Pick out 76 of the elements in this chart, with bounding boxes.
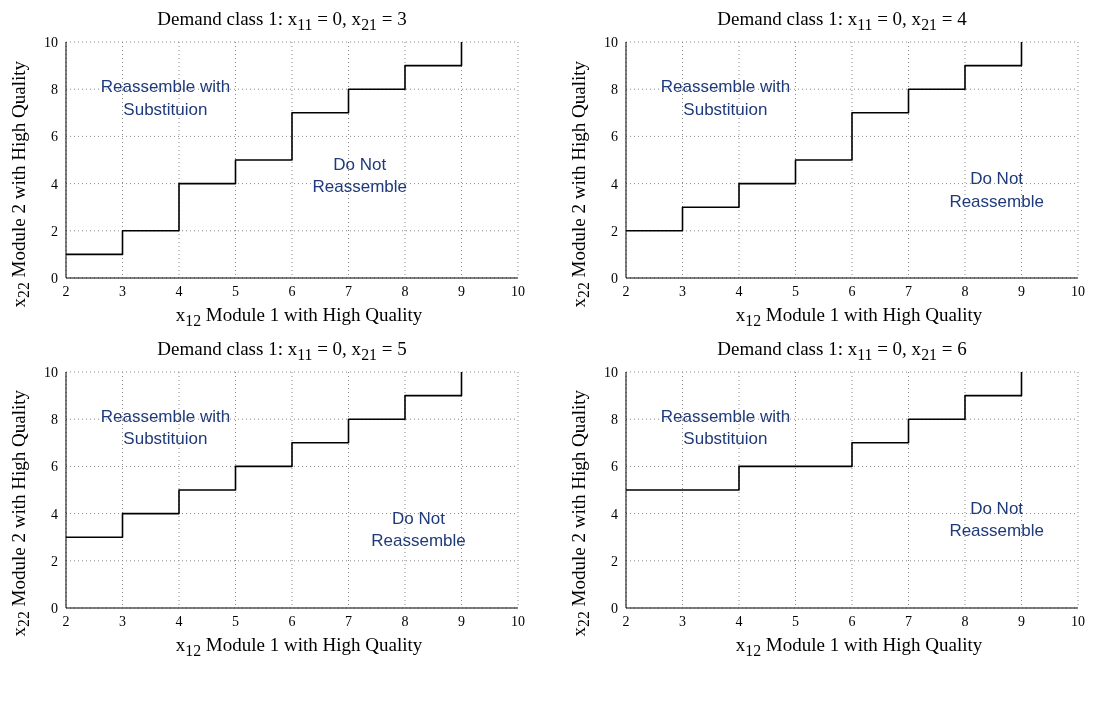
- annotation: Do Not Reassemble: [371, 507, 466, 552]
- y-tick-label: 2: [51, 553, 58, 569]
- x-tick-label: 2: [62, 283, 70, 299]
- y-tick-label: 10: [604, 364, 618, 380]
- x-tick-label: 7: [345, 613, 352, 629]
- x-tick-label: 9: [1018, 283, 1025, 299]
- x-tick-label: 6: [288, 283, 296, 299]
- annotation: Reassemble with Substituion: [660, 406, 791, 451]
- y-tick-label: 10: [604, 34, 618, 50]
- x-tick-label: 7: [905, 283, 912, 299]
- y-tick-label: 8: [611, 411, 618, 427]
- x-tick-label: 4: [735, 283, 743, 299]
- x-tick-label: 10: [511, 613, 525, 629]
- y-tick-label: 8: [51, 411, 58, 427]
- y-tick-label: 2: [611, 223, 618, 239]
- x-axis-title: x$_{12}$ Module 1 with High Quality: [734, 633, 984, 660]
- y-tick-label: 6: [611, 458, 618, 474]
- y-tick-label: 8: [51, 81, 58, 97]
- x-axis-title: x$_{12}$ Module 1 with High Quality: [174, 303, 424, 330]
- x-tick-label: 2: [62, 613, 70, 629]
- annotation: Do Not Reassemble: [312, 154, 408, 199]
- x-tick-label: 4: [175, 613, 183, 629]
- x-tick-label: 10: [1071, 283, 1085, 299]
- x-tick-label: 9: [1018, 613, 1025, 629]
- x-tick-label: 7: [345, 283, 352, 299]
- x-tick-label: 10: [511, 283, 525, 299]
- y-tick-label: 0: [51, 270, 58, 286]
- y-tick-label: 6: [611, 129, 618, 145]
- y-tick-label: 10: [44, 34, 58, 50]
- x-axis-title: x$_{12}$ Module 1 with High Quality: [174, 633, 424, 660]
- x-axis-title: x$_{12}$ Module 1 with High Quality: [734, 303, 984, 330]
- annotation: Do Not Reassemble: [949, 498, 1044, 543]
- x-tick-label: 5: [792, 613, 799, 629]
- x-tick-label: 8: [401, 613, 409, 629]
- x-tick-label: 3: [679, 283, 686, 299]
- x-tick-label: 3: [679, 613, 686, 629]
- y-tick-label: 2: [611, 553, 618, 569]
- x-tick-label: 9: [458, 283, 465, 299]
- annotation: Reassemble with Substituion: [660, 76, 791, 121]
- chart-title: Demand class 1: x$_{11}$ = 0, x$_{21}$ = 3: [156, 8, 408, 34]
- y-tick-label: 0: [611, 270, 618, 286]
- y-tick-label: 6: [51, 458, 58, 474]
- x-tick-label: 4: [175, 283, 183, 299]
- x-tick-label: 6: [848, 613, 856, 629]
- x-tick-label: 6: [288, 613, 296, 629]
- x-tick-label: 10: [1071, 613, 1085, 629]
- x-tick-label: 2: [622, 613, 630, 629]
- x-tick-label: 8: [961, 613, 969, 629]
- x-tick-label: 5: [232, 283, 239, 299]
- y-tick-label: 2: [51, 223, 58, 239]
- y-tick-label: 4: [51, 506, 58, 522]
- y-tick-label: 0: [51, 600, 58, 616]
- x-tick-label: 9: [458, 613, 465, 629]
- x-tick-label: 4: [735, 613, 743, 629]
- x-tick-label: 5: [232, 613, 239, 629]
- annotation: Reassemble with Substituion: [100, 76, 231, 121]
- annotation: Do Not Reassemble: [949, 168, 1044, 213]
- y-tick-label: 0: [611, 600, 618, 616]
- chart-title: Demand class 1: x$_{11}$ = 0, x$_{21}$ = 6: [716, 337, 968, 364]
- chart-title: Demand class 1: x$_{11}$ = 0, x$_{21}$ = 5: [156, 337, 408, 364]
- y-tick-label: 4: [51, 176, 58, 192]
- x-tick-label: 5: [792, 283, 799, 299]
- x-tick-label: 3: [119, 283, 126, 299]
- x-tick-label: 8: [961, 283, 969, 299]
- x-tick-label: 6: [848, 283, 856, 299]
- x-tick-label: 8: [401, 283, 409, 299]
- y-tick-label: 4: [611, 506, 618, 522]
- y-tick-label: 10: [44, 364, 58, 380]
- annotation: Reassemble with Substituion: [100, 406, 231, 451]
- y-tick-label: 6: [51, 129, 58, 145]
- x-tick-label: 3: [119, 613, 126, 629]
- x-tick-label: 2: [622, 283, 630, 299]
- y-tick-label: 4: [611, 176, 618, 192]
- chart-title: Demand class 1: x$_{11}$ = 0, x$_{21}$ = 4: [716, 8, 968, 34]
- x-tick-label: 7: [905, 613, 912, 629]
- y-tick-label: 8: [611, 81, 618, 97]
